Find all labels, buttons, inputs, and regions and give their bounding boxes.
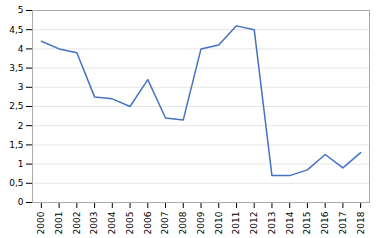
svg-text:2013: 2013 [267,212,277,235]
svg-text:2012: 2012 [249,212,259,235]
svg-text:0: 0 [18,197,24,207]
svg-text:2018: 2018 [356,211,366,234]
svg-text:2002: 2002 [72,212,82,235]
svg-text:2001: 2001 [54,212,64,235]
svg-text:2005: 2005 [125,212,135,235]
svg-text:2011: 2011 [231,212,241,235]
svg-text:2007: 2007 [160,212,170,235]
svg-text:2010: 2010 [214,211,224,234]
svg-text:2,5: 2,5 [9,101,23,111]
svg-text:2000: 2000 [36,211,46,234]
svg-text:1,5: 1,5 [9,140,23,150]
svg-text:4,5: 4,5 [9,25,23,35]
svg-text:2: 2 [18,121,24,131]
svg-text:5: 5 [18,5,24,15]
svg-text:2003: 2003 [89,212,99,235]
svg-text:2006: 2006 [143,211,153,234]
svg-text:2004: 2004 [107,211,117,234]
svg-text:0,5: 0,5 [9,178,23,188]
svg-text:3,5: 3,5 [9,63,23,73]
svg-text:3: 3 [18,82,24,92]
svg-text:1: 1 [18,159,24,169]
svg-text:4: 4 [18,44,24,54]
svg-text:2016: 2016 [320,211,330,234]
svg-text:2008: 2008 [178,211,188,234]
svg-text:2014: 2014 [285,211,295,234]
svg-text:2017: 2017 [338,212,348,235]
svg-text:2009: 2009 [196,211,206,234]
svg-text:2015: 2015 [302,212,312,235]
